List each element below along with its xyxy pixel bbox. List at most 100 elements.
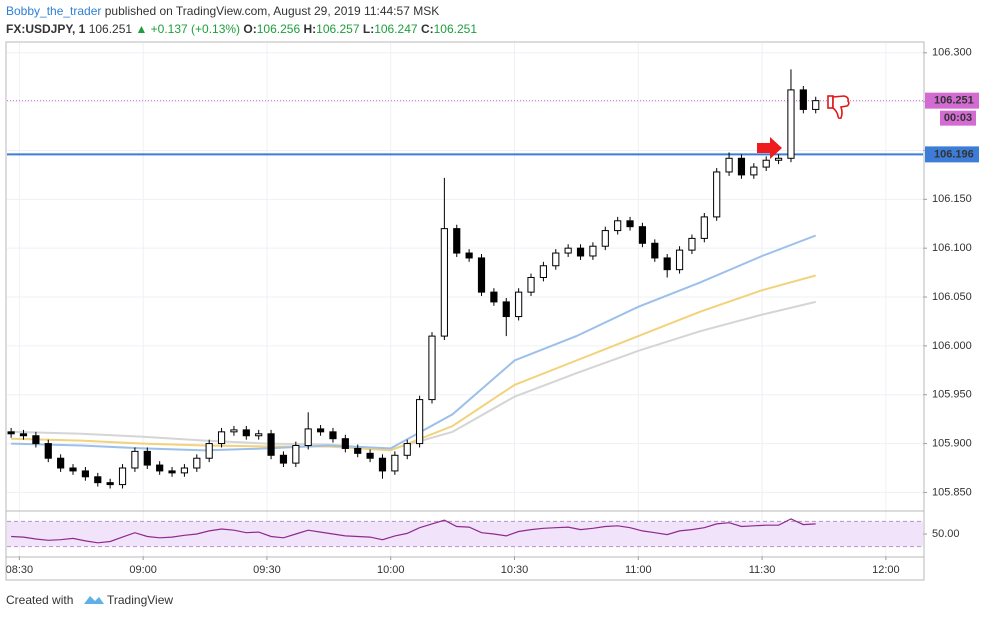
candle-body — [713, 171, 721, 218]
candle-body — [57, 457, 65, 469]
author: Bobby_the_trader — [6, 4, 101, 18]
y-tick-label: 50.00 — [932, 528, 960, 540]
candle-body — [416, 399, 424, 445]
candle-body — [663, 257, 671, 271]
candle-body — [725, 157, 733, 173]
candle-body — [564, 247, 572, 254]
candle-body — [19, 433, 28, 437]
candle-body — [403, 443, 411, 456]
frame-border — [5, 41, 925, 581]
y-tick-label: 106.050 — [932, 291, 972, 303]
y-tick-label: 105.850 — [932, 486, 972, 498]
candle-body — [651, 242, 659, 259]
candle-body — [341, 438, 349, 449]
candle-body — [552, 252, 560, 267]
candle-body — [787, 89, 795, 159]
candle-body — [366, 452, 374, 459]
y-tick-label: 106.150 — [932, 193, 972, 205]
change: ▲ +0.137 (+0.13%) — [135, 22, 240, 36]
candle-body — [131, 450, 139, 469]
x-tick-label: 12:00 — [872, 564, 900, 576]
c-value: 106.251 — [434, 22, 478, 36]
y-tick-label: 106.100 — [932, 242, 972, 254]
candle-body — [515, 291, 523, 318]
rsi-line — [11, 518, 816, 544]
c-key: C: — [421, 22, 434, 36]
last-price-box — [925, 92, 979, 109]
candle-body — [69, 467, 77, 472]
icon-hand — [832, 95, 850, 120]
x-tick-label: 11:00 — [625, 564, 652, 576]
candle-body — [614, 220, 622, 232]
x-tick-label: 09:00 — [129, 564, 157, 576]
x-tick-label: 10:30 — [501, 564, 529, 576]
symbol: FX:USDJPY, 1 — [6, 22, 86, 36]
y-tick-label: 106.000 — [932, 340, 972, 352]
h-value: 106.257 — [316, 22, 360, 36]
o-value: 106.256 — [257, 22, 301, 36]
candle-body — [106, 482, 114, 486]
candle-body — [774, 157, 783, 161]
candle-body — [378, 457, 387, 472]
candle-body — [502, 301, 510, 318]
candle-body — [292, 445, 300, 464]
plot: 08:30 09:00 09:30 10:00 10:30 11:00 11:30 12:00… — [6, 43, 979, 576]
rsi-band — [7, 521, 923, 547]
level-label: 106.196 — [934, 148, 974, 160]
candle-body — [205, 443, 213, 459]
candle-body — [168, 470, 176, 474]
candle-body — [230, 429, 238, 433]
candle-body — [242, 429, 250, 437]
candle-body — [118, 467, 127, 486]
candle-body — [193, 457, 201, 469]
y-tick-label: 105.900 — [932, 437, 972, 449]
candle-body — [812, 100, 820, 110]
candle-body — [465, 252, 473, 259]
candle-body — [799, 89, 807, 110]
candle-body — [94, 476, 102, 484]
candle-body — [440, 228, 448, 337]
last: 106.251 — [89, 22, 133, 36]
h-key: H: — [303, 22, 316, 36]
candle-body — [490, 291, 498, 303]
footer-logo — [84, 596, 104, 604]
symbol-line: FX:USDJPY, 1 106.251 ▲ +0.137 (+0.13%) O… — [6, 22, 477, 36]
footer-brand: TradingView — [107, 593, 173, 607]
candle-body — [762, 159, 770, 168]
candle-body — [576, 247, 585, 257]
signal-arrow — [757, 137, 782, 159]
candle-body — [156, 464, 164, 472]
x-tick-label: 08:30 — [6, 564, 34, 576]
l-value: 106.247 — [374, 22, 418, 36]
candle-body — [589, 245, 597, 257]
candle-body — [180, 467, 189, 474]
candle-body — [7, 431, 15, 435]
l-key: L: — [363, 22, 374, 36]
x-tick-label: 11:30 — [749, 564, 776, 576]
countdown-box — [940, 110, 976, 126]
candle-body — [638, 226, 647, 244]
candle-body — [81, 470, 89, 478]
candle-body — [688, 237, 696, 251]
candle-body — [44, 443, 52, 459]
o-key: O: — [243, 22, 256, 36]
countdown-label: 00:03 — [944, 112, 972, 124]
candle-body — [391, 454, 399, 472]
y-tick-label: 106.300 — [932, 47, 972, 59]
footer-text: Created with — [6, 593, 73, 607]
candle-body — [601, 230, 609, 247]
candle-body — [675, 249, 684, 271]
candle-body — [316, 428, 325, 433]
header-line: Bobby_the_trader published on TradingVie… — [6, 4, 439, 18]
candle-body — [428, 335, 436, 401]
candle-body — [453, 228, 461, 254]
candle-body — [527, 276, 535, 293]
candle-body — [329, 431, 337, 440]
candle-body — [700, 216, 708, 239]
y-tick-label: 105.950 — [932, 389, 972, 401]
candle-body — [626, 220, 634, 228]
candle-body — [143, 450, 151, 466]
frame — [5, 41, 925, 581]
candle-body — [255, 433, 263, 437]
x-tick-label: 10:00 — [377, 564, 405, 576]
